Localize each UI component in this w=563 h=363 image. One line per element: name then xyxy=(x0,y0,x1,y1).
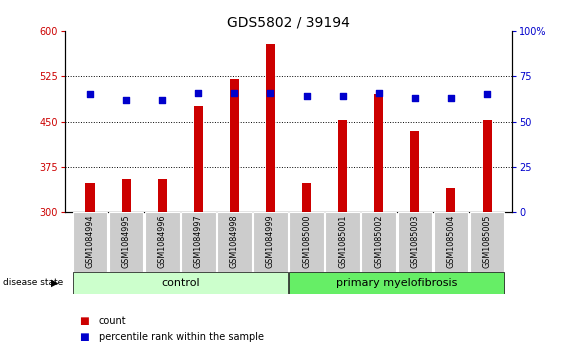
Bar xyxy=(253,212,288,272)
Bar xyxy=(73,272,288,294)
Bar xyxy=(338,121,347,212)
Point xyxy=(374,90,383,95)
Text: GSM1084999: GSM1084999 xyxy=(266,214,275,268)
Text: GSM1084996: GSM1084996 xyxy=(158,214,167,268)
Text: GSM1084995: GSM1084995 xyxy=(122,214,131,268)
Bar xyxy=(289,272,504,294)
Point xyxy=(194,90,203,95)
Point xyxy=(338,93,347,99)
Bar xyxy=(289,212,324,272)
Point xyxy=(482,91,491,97)
Bar xyxy=(325,212,360,272)
Text: GSM1084997: GSM1084997 xyxy=(194,214,203,268)
Text: percentile rank within the sample: percentile rank within the sample xyxy=(99,332,263,342)
Text: GSM1085003: GSM1085003 xyxy=(410,214,419,268)
Point xyxy=(86,91,95,97)
Text: GSM1085005: GSM1085005 xyxy=(482,214,491,268)
Point xyxy=(302,93,311,99)
Text: primary myelofibrosis: primary myelofibrosis xyxy=(336,278,458,288)
Bar xyxy=(109,212,144,272)
Bar xyxy=(266,44,275,212)
Title: GDS5802 / 39194: GDS5802 / 39194 xyxy=(227,16,350,30)
Bar xyxy=(434,212,468,272)
Bar xyxy=(470,212,504,272)
Text: GSM1085001: GSM1085001 xyxy=(338,214,347,268)
Bar xyxy=(181,212,216,272)
Point xyxy=(158,97,167,103)
Bar xyxy=(397,212,432,272)
Point xyxy=(410,95,419,101)
Text: ■: ■ xyxy=(79,316,88,326)
Text: control: control xyxy=(161,278,199,288)
Point xyxy=(446,95,455,101)
Text: GSM1084998: GSM1084998 xyxy=(230,214,239,268)
Point xyxy=(230,90,239,95)
Text: GSM1085004: GSM1085004 xyxy=(446,214,455,268)
Text: ▶: ▶ xyxy=(51,277,59,287)
Point xyxy=(122,97,131,103)
Point xyxy=(266,90,275,95)
Bar xyxy=(122,179,131,212)
Bar xyxy=(446,188,455,212)
Text: ■: ■ xyxy=(79,332,88,342)
Bar xyxy=(86,183,95,212)
Bar xyxy=(374,94,383,212)
Bar xyxy=(361,212,396,272)
Bar xyxy=(302,183,311,212)
Text: GSM1085002: GSM1085002 xyxy=(374,214,383,268)
Bar xyxy=(194,106,203,212)
Bar xyxy=(482,120,491,212)
Text: disease state: disease state xyxy=(3,278,63,287)
Bar xyxy=(73,212,108,272)
Bar xyxy=(410,131,419,212)
Bar xyxy=(145,212,180,272)
Text: GSM1084994: GSM1084994 xyxy=(86,214,95,268)
Text: count: count xyxy=(99,316,126,326)
Text: GSM1085000: GSM1085000 xyxy=(302,214,311,268)
Bar xyxy=(217,212,252,272)
Bar xyxy=(230,79,239,212)
Bar xyxy=(158,179,167,212)
